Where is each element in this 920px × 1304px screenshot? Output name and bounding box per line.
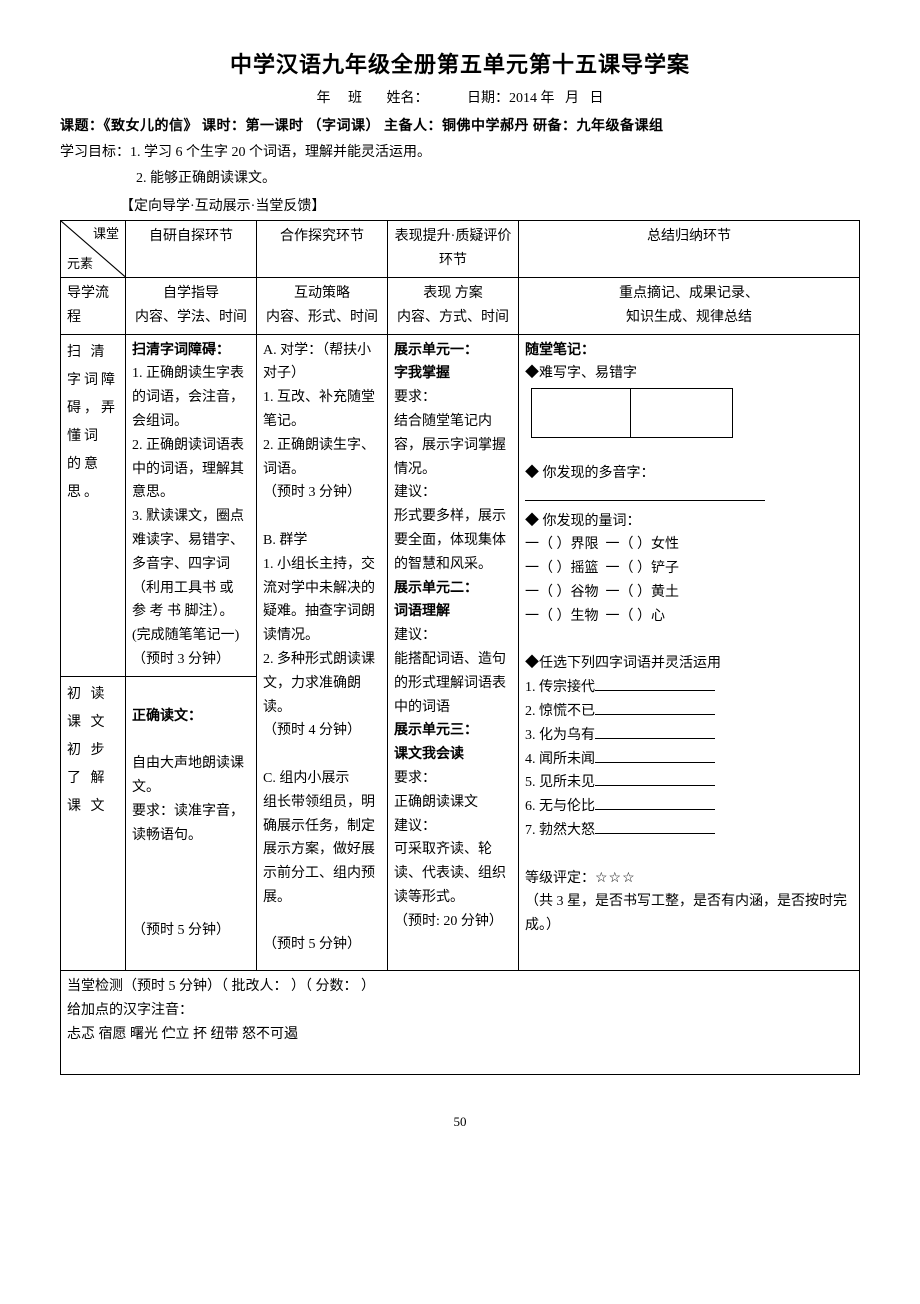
row3-c1: 扫 清字词障碍，弄 懂词 的意思。 [61,334,126,676]
lesson-table: 课堂 元素 自研自探环节 合作探究环节 表现提升·质疑评价环节 总结归纳环节 导… [60,220,860,1075]
measure-row: 一（ ）摇篮 一（ ）铲子 [525,557,853,581]
blank-line [525,486,765,501]
c4-label: 要求： [394,767,512,791]
c4-unit-head: 展示单元二： [394,577,512,601]
c4-unit-title: 词语理解 [394,600,512,624]
c3-item: 1. 小组长主持，交流对学中未解决的疑难。抽查字词朗读情况。 [263,553,381,648]
c2b-title: 正确读文： [132,705,250,729]
table-row: 导学流程 自学指导 内容、学法、时间 互动策略 内容、形式、时间 表现 方案 内… [61,277,860,334]
c4-time: （预时: 20 分钟） [394,910,512,934]
goal-2: 2. 能够正确朗读课文。 [136,167,860,191]
row2-c4: 表现 方案 内容、方式、时间 [388,277,519,334]
writing-box [531,388,733,438]
c2-item: 1. 正确朗读生字表的词语，会注音，会组词。 [132,362,250,433]
idiom-item: 4. 闻所未闻 [525,748,853,772]
c4-unit-head: 展示单元一： [394,339,512,363]
c2b-item: 要求：读准字音，读畅语句。 [132,800,250,848]
measure-row: 一（ ）生物 一（ ）心 [525,605,853,629]
c3-item: 组长带领组员，明确展示任务，制定展示方案，做好展示前分工、组内预展。 [263,791,381,910]
row3-c3: A. 对学：（帮扶小对子） 1. 互改、补充随堂笔记。 2. 正确朗读生字、词语… [257,334,388,971]
hdr-col5: 总结归纳环节 [519,221,860,278]
c4-text: 结合随堂笔记内容，展示字词掌握情况。 [394,410,512,481]
c2-item: 2. 正确朗读词语表中的词语，理解其意思。 [132,434,250,505]
idiom-item: 2. 惊慌不已 [525,700,853,724]
idiom-item: 5. 见所未见 [525,771,853,795]
diag-header-cell: 课堂 元素 [61,221,126,278]
c4-text: 正确朗读课文 [394,791,512,815]
diag-bot-label: 元素 [67,253,93,275]
row2-c5: 重点摘记、成果记录、 知识生成、规律总结 [519,277,860,334]
c5-title: 随堂笔记： [525,339,853,363]
idiom-item: 1. 传宗接代 [525,676,853,700]
row4-c2: 正确读文： 自由大声地朗读课文。 要求：读准字音，读畅语句。 （预时 5 分钟） [126,676,257,971]
c3-item: 2. 多种形式朗读课文，力求准确朗读。 [263,648,381,719]
c4-unit-title: 课文我会读 [394,743,512,767]
c3-time: （预时 4 分钟） [263,719,381,743]
c5-hard-chars: ◆难写字、易错字 [525,362,853,386]
c4-label: 要求： [394,386,512,410]
star-icon: ☆☆☆ [595,871,636,886]
row3-c5: 随堂笔记： ◆难写字、易错字 ◆ 你发现的多音字： ◆ 你发现的量词： 一（ ）… [519,334,860,971]
page-number: 50 [60,1111,860,1133]
row4-c1: 初 读课 文初 步了 解课 文 [61,676,126,971]
row2-c3: 互动策略 内容、形式、时间 [257,277,388,334]
c5-idiom-head: ◆任选下列四字词语并灵活运用 [525,652,853,676]
c4-text: 可采取齐读、轮读、代表读、组织读等形式。 [394,838,512,909]
footer-line1: 当堂检测（预时 5 分钟）（ 批改人： ）（ 分数： ） [67,975,853,999]
row2-c1: 导学流程 [61,277,126,334]
hdr-col4: 表现提升·质疑评价环节 [388,221,519,278]
hdr-col3: 合作探究环节 [257,221,388,278]
c3-time: （预时 3 分钟） [263,481,381,505]
idiom-item: 7. 勃然大怒 [525,819,853,843]
c4-unit-title: 字我掌握 [394,362,512,386]
table-row: 课堂 元素 自研自探环节 合作探究环节 表现提升·质疑评价环节 总结归纳环节 [61,221,860,278]
c3-heading: B. 群学 [263,529,381,553]
meta-line-1: 年 班 姓名： 日期：2014 年 月 日 [60,87,860,111]
measure-row: 一（ ）谷物 一（ ）黄土 [525,581,853,605]
footer-line2: 给加点的汉字注音： [67,999,853,1023]
idiom-item: 6. 无与伦比 [525,795,853,819]
footer-words: 忐忑 宿愿 曙光 伫立 抔 纽带 怒不可遏 [67,1023,853,1047]
table-row: 当堂检测（预时 5 分钟）（ 批改人： ）（ 分数： ） 给加点的汉字注音： 忐… [61,971,860,1075]
c2b-time: （预时 5 分钟） [132,919,250,943]
idiom-item: 3. 化为乌有 [525,724,853,748]
row2-c2: 自学指导 内容、学法、时间 [126,277,257,334]
c3-heading: C. 组内小展示 [263,767,381,791]
table-row: 扫 清字词障碍，弄 懂词 的意思。 扫清字词障碍： 1. 正确朗读生字表的词语，… [61,334,860,676]
c4-text: 形式要多样，展示要全面，体现集体的智慧和风采。 [394,505,512,576]
row3-c4: 展示单元一： 字我掌握 要求： 结合随堂笔记内容，展示字词掌握情况。 建议： 形… [388,334,519,971]
c4-label: 建议： [394,815,512,839]
page-title: 中学汉语九年级全册第五单元第十五课导学案 [60,46,860,83]
c5-measure-label: ◆ 你发现的量词： [525,510,853,534]
c2b-item: 自由大声地朗读课文。 [132,752,250,800]
c2-item: 3. 默读课文，圈点难读字、易错字、多音字、四字词（利用工具书 或 参 考 书 … [132,505,250,624]
c2-note: (完成随笔笔记一) [132,624,250,648]
footer-cell: 当堂检测（预时 5 分钟）（ 批改人： ）（ 分数： ） 给加点的汉字注音： 忐… [61,971,860,1075]
c4-unit-head: 展示单元三： [394,719,512,743]
c2-title: 扫清字词障碍： [132,339,250,363]
c5-poly-label: ◆ 你发现的多音字： [525,466,655,481]
row3-c2: 扫清字词障碍： 1. 正确朗读生字表的词语，会注音，会组词。 2. 正确朗读词语… [126,334,257,676]
section-bracket: 【定向导学·互动展示·当堂反馈】 [120,195,860,219]
c2-time: （预时 3 分钟） [132,648,250,672]
c4-label: 建议： [394,481,512,505]
goal-1: 学习目标：1. 学习 6 个生字 20 个词语，理解并能灵活运用。 [60,141,860,165]
meta-line-2: 课题：《致女儿的信》 课时：第一课时 （字词课） 主备人：铜佛中学郝丹 研备：九… [60,115,860,139]
c3-heading: A. 对学：（帮扶小对子） [263,339,381,387]
c4-text: 能搭配词语、造句的形式理解词语表中的词语 [394,648,512,719]
diag-top-label: 课堂 [93,223,119,245]
rating-line: 等级评定：☆☆☆ [525,867,853,891]
hdr-col2: 自研自探环节 [126,221,257,278]
c3-item: 1. 互改、补充随堂笔记。 [263,386,381,434]
rating-note: （共 3 星，是否书写工整，是否有内涵，是否按时完成。） [525,890,853,938]
measure-row: 一（ ）界限 一（ ）女性 [525,533,853,557]
c3-time: （预时 5 分钟） [263,933,381,957]
c3-item: 2. 正确朗读生字、词语。 [263,434,381,482]
c4-label: 建议： [394,624,512,648]
